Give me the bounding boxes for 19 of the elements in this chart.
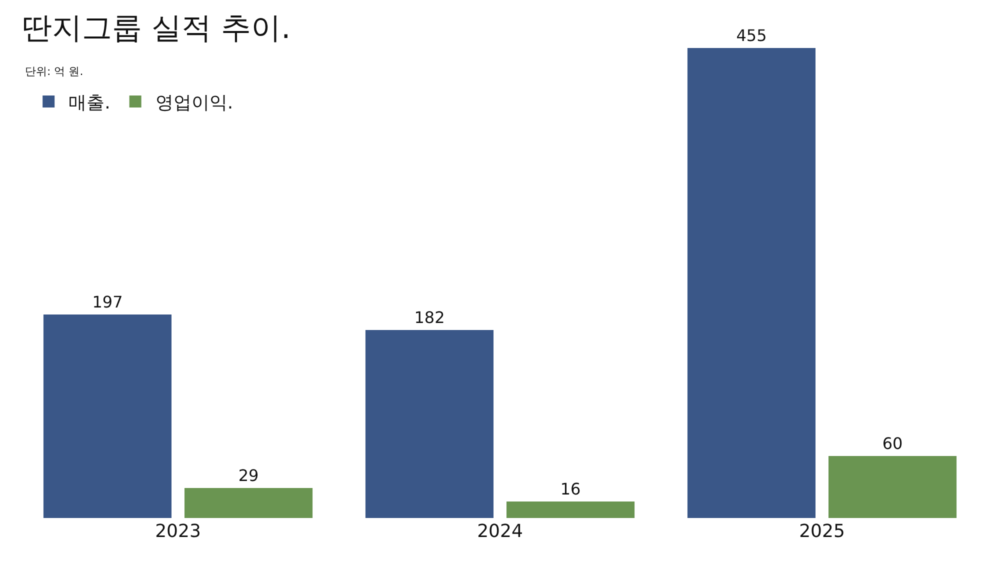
legend-label: 매출. bbox=[68, 92, 110, 114]
x-tick-label: 2023 bbox=[155, 521, 201, 542]
data-label: 29 bbox=[238, 466, 259, 486]
bar bbox=[43, 314, 172, 518]
bar bbox=[184, 488, 313, 518]
data-label: 197 bbox=[92, 292, 123, 312]
data-label: 182 bbox=[414, 308, 445, 327]
data-label: 60 bbox=[882, 434, 903, 454]
bar bbox=[828, 456, 957, 518]
text: 단위: 억 원. bbox=[25, 65, 84, 78]
data-label: 16 bbox=[560, 479, 581, 498]
data-label: 455 bbox=[736, 26, 767, 45]
bar bbox=[506, 501, 635, 518]
bar bbox=[365, 330, 494, 518]
x-tick-label: 2025 bbox=[799, 521, 845, 542]
chart-title: 딴지그룹 실적 추이. bbox=[22, 10, 291, 46]
x-tick-label: 2024 bbox=[477, 521, 523, 542]
legend-label: 영업이익. bbox=[155, 92, 234, 114]
bar bbox=[687, 48, 816, 518]
